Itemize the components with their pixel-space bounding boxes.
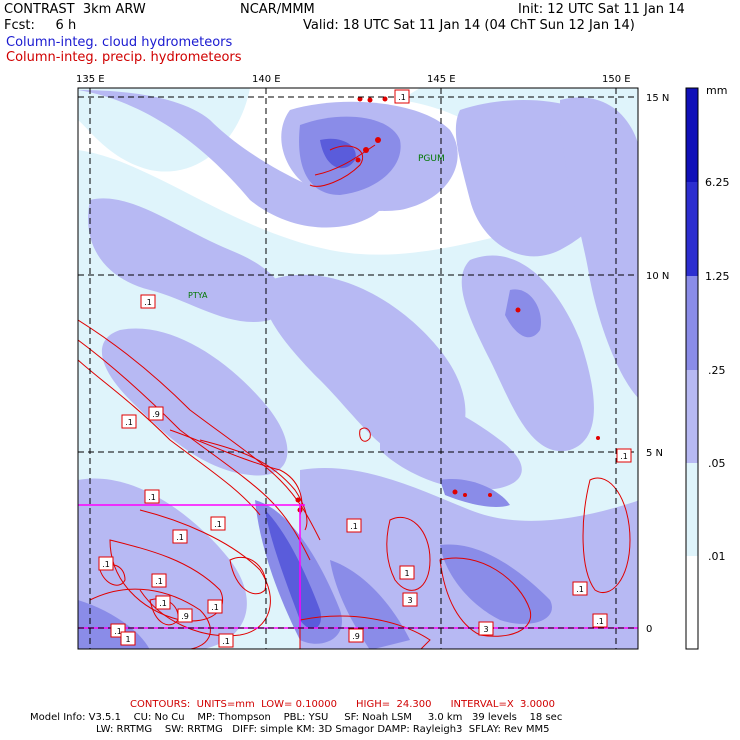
colorbar-band-7	[686, 88, 698, 182]
contour-label: .1	[207, 599, 223, 614]
contour-label: .1	[616, 448, 632, 463]
contour-labels: .1.1.9.1.1.1.1.1.1.1.1.9.113.1.13.9.1.11…	[98, 89, 632, 648]
lon-label-140: 140 E	[252, 74, 281, 85]
model-title: CONTRAST 3km ARW	[4, 2, 146, 17]
lon-label-145: 145 E	[427, 74, 456, 85]
lat-label-5n: 5 N	[646, 448, 663, 459]
colorbar-band-4	[686, 370, 698, 463]
colorbar-unit: mm	[706, 84, 728, 97]
colorbar-level-6-25: 6.25	[705, 176, 730, 189]
svg-text:.1: .1	[211, 603, 219, 612]
contour-label: .1	[218, 633, 234, 648]
svg-text:3: 3	[483, 625, 488, 634]
svg-text:.1: .1	[576, 585, 584, 594]
model-info-line1: Model Info: V3.5.1 CU: No Cu MP: Thompso…	[30, 712, 563, 723]
svg-text:.1: .1	[125, 418, 133, 427]
svg-text:.1: .1	[350, 522, 358, 531]
contour-label: .1	[121, 414, 137, 429]
svg-text:.1: .1	[398, 93, 406, 102]
contour-label: .1	[394, 89, 410, 104]
contour-label: .9	[148, 406, 164, 421]
contour-label: .1	[592, 613, 608, 628]
colorbar-band-6	[686, 182, 698, 276]
contour-label: .1	[210, 516, 226, 531]
svg-text:.9: .9	[352, 632, 360, 641]
colorbar-band-3	[686, 463, 698, 556]
contour-label: .1	[98, 556, 114, 571]
contour-label: .1	[346, 518, 362, 533]
contours-info: CONTOURS: UNITS=mm LOW= 0.10000 HIGH= 24…	[130, 699, 556, 710]
model-info-line2: LW: RRTMG SW: RRTMG DIFF: simple KM: 3D …	[96, 724, 550, 735]
svg-text:.1: .1	[620, 452, 628, 461]
station-pgum: PGUM	[418, 154, 445, 164]
contour-label: .9	[348, 628, 364, 643]
colorbar	[685, 87, 699, 650]
svg-text:.1: .1	[114, 627, 122, 636]
lat-label-15n: 15 N	[646, 93, 669, 104]
colorbar-frame	[685, 87, 699, 650]
contour-label: 1	[120, 631, 136, 646]
contour-label: .1	[172, 529, 188, 544]
colorbar-band-5	[686, 276, 698, 370]
contour-label: .1	[144, 489, 160, 504]
svg-text:.9: .9	[181, 612, 189, 621]
svg-text:1: 1	[125, 635, 130, 644]
colorbar-level-1-25: 1.25	[705, 270, 730, 283]
svg-text:.1: .1	[222, 637, 230, 646]
contour-label: .1	[155, 595, 171, 610]
map-frame	[77, 87, 639, 650]
svg-text:.1: .1	[102, 560, 110, 569]
contour-label: 3	[478, 621, 494, 636]
lon-label-135: 135 E	[76, 74, 105, 85]
svg-text:.1: .1	[144, 298, 152, 307]
svg-text:.9: .9	[152, 410, 160, 419]
forecast-hour: Fcst: 6 h	[4, 18, 77, 33]
contour-label: 3	[402, 592, 418, 607]
station-ptya: PTYA	[188, 291, 208, 300]
svg-text:1: 1	[404, 569, 409, 578]
svg-text:.1: .1	[176, 533, 184, 542]
field-precip-label: Column-integ. precip. hydrometeors	[6, 50, 242, 65]
organization-label: NCAR/MMM	[240, 2, 315, 17]
init-time: Init: 12 UTC Sat 11 Jan 14	[518, 2, 685, 17]
contour-label: 1	[399, 565, 415, 580]
lat-label-10n: 10 N	[646, 271, 669, 282]
colorbar-level-0-05: .05	[708, 457, 726, 470]
svg-text:.1: .1	[214, 520, 222, 529]
colorbar-band-2	[686, 556, 698, 649]
precip-contours	[78, 144, 631, 649]
field-cloud-label: Column-integ. cloud hydrometeors	[6, 35, 233, 50]
lon-label-150: 150 E	[602, 74, 631, 85]
valid-time: Valid: 18 UTC Sat 11 Jan 14 (04 ChT Sun …	[303, 18, 635, 33]
contour-label: .1	[572, 581, 588, 596]
lat-lon-grid	[78, 88, 638, 649]
contour-label: .1	[140, 294, 156, 309]
colorbar-level-0-25: .25	[708, 364, 726, 377]
contour-label: .9	[177, 608, 193, 623]
colorbar-level-0-01: .01	[708, 550, 726, 563]
svg-text:.1: .1	[596, 617, 604, 626]
svg-text:.1: .1	[155, 577, 163, 586]
contour-label: .1	[151, 573, 167, 588]
svg-text:.1: .1	[159, 599, 167, 608]
svg-text:3: 3	[407, 596, 412, 605]
precip-cores	[295, 96, 600, 513]
svg-text:.1: .1	[148, 493, 156, 502]
lat-label-0: 0	[646, 624, 652, 635]
